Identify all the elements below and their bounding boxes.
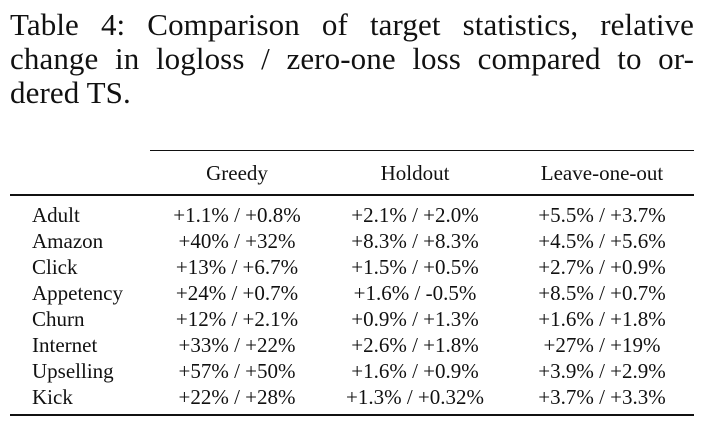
caption-line-3: dered TS. xyxy=(10,75,131,110)
row-label: Amazon xyxy=(32,229,104,253)
cell-greedy: +57% / +50% xyxy=(178,359,296,383)
table-row: Amazon +40% / +32% +8.3% / +8.3% +4.5% /… xyxy=(10,228,694,254)
table-row: Adult +1.1% / +0.8% +2.1% / +2.0% +5.5% … xyxy=(10,202,694,228)
row-label: Adult xyxy=(32,203,80,227)
cell-holdout: +2.1% / +2.0% xyxy=(351,203,479,227)
table-top-rule xyxy=(150,150,694,151)
caption-line-2: change in logloss / zero-one loss compar… xyxy=(10,41,694,76)
cell-leave-one-out: +27% / +19% xyxy=(543,333,661,357)
row-label: Internet xyxy=(32,333,98,357)
column-header-holdout: Holdout xyxy=(380,161,450,185)
cell-leave-one-out: +8.5% / +0.7% xyxy=(538,281,666,305)
cell-holdout: +1.3% / +0.32% xyxy=(345,385,484,409)
cell-holdout: +8.3% / +8.3% xyxy=(351,229,479,253)
cell-holdout: +0.9% / +1.3% xyxy=(351,307,479,331)
cell-greedy: +24% / +0.7% xyxy=(175,281,299,305)
cell-leave-one-out: +3.9% / +2.9% xyxy=(538,359,666,383)
cell-leave-one-out: +4.5% / +5.6% xyxy=(538,229,666,253)
row-label: Upselling xyxy=(32,359,114,383)
row-label: Appetency xyxy=(32,281,123,305)
cell-greedy: +12% / +2.1% xyxy=(175,307,299,331)
column-header-leave-one-out: Leave-one-out xyxy=(540,161,664,185)
row-label: Kick xyxy=(32,385,73,409)
table-row: Click +13% / +6.7% +1.5% / +0.5% +2.7% /… xyxy=(10,254,694,280)
cell-greedy: +40% / +32% xyxy=(178,229,296,253)
cell-leave-one-out: +1.6% / +1.8% xyxy=(538,307,666,331)
cell-holdout: +1.6% / +0.9% xyxy=(351,359,479,383)
cell-holdout: +2.6% / +1.8% xyxy=(351,333,479,357)
table-row: Appetency +24% / +0.7% +1.6% / -0.5% +8.… xyxy=(10,280,694,306)
cell-holdout: +1.6% / -0.5% xyxy=(353,281,477,305)
cell-greedy: +13% / +6.7% xyxy=(175,255,299,279)
table-row: Internet +33% / +22% +2.6% / +1.8% +27% … xyxy=(10,332,694,358)
cell-leave-one-out: +2.7% / +0.9% xyxy=(538,255,666,279)
column-header-greedy: Greedy xyxy=(206,161,268,185)
table-row: Churn +12% / +2.1% +0.9% / +1.3% +1.6% /… xyxy=(10,306,694,332)
cell-leave-one-out: +5.5% / +3.7% xyxy=(538,203,666,227)
table-caption: Table 4: Comparison of target statistics… xyxy=(10,8,694,110)
cell-leave-one-out: +3.7% / +3.3% xyxy=(538,385,666,409)
caption-line-1: Table 4: Comparison of target statistics… xyxy=(10,7,694,42)
cell-greedy: +33% / +22% xyxy=(178,333,296,357)
table-header-rule xyxy=(10,194,694,196)
cell-holdout: +1.5% / +0.5% xyxy=(351,255,479,279)
cell-greedy: +1.1% / +0.8% xyxy=(173,203,301,227)
table-row: Upselling +57% / +50% +1.6% / +0.9% +3.9… xyxy=(10,358,694,384)
row-label: Click xyxy=(32,255,78,279)
table-row: Kick +22% / +28% +1.3% / +0.32% +3.7% / … xyxy=(10,384,694,410)
table-bottom-rule xyxy=(10,414,694,416)
row-label: Churn xyxy=(32,307,85,331)
cell-greedy: +22% / +28% xyxy=(178,385,296,409)
